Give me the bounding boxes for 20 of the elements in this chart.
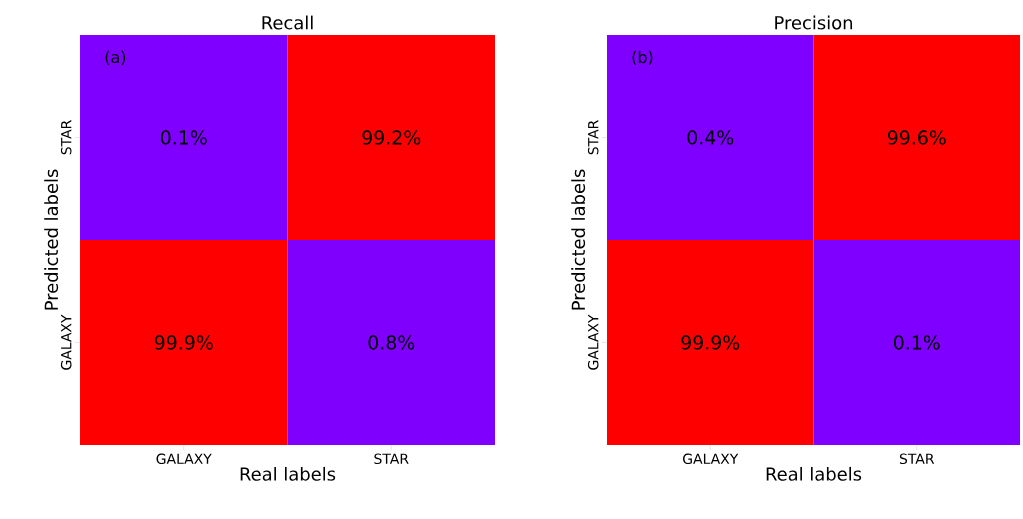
data-label: 99.6%: [887, 130, 946, 145]
x-tick-label: GALAXY: [683, 453, 739, 465]
data-label: 99.9%: [681, 335, 740, 350]
chart-title: Precision: [775, 15, 853, 30]
data-label: 0.1%: [893, 335, 940, 350]
data-label: 0.8%: [368, 335, 415, 350]
annotation: (a): [105, 50, 126, 65]
data-label: 0.1%: [160, 130, 207, 145]
y-axis-title: Predicted labels: [44, 169, 59, 310]
y-axis-title: Predicted labels: [571, 169, 586, 310]
x-tick-label: STAR: [374, 453, 409, 465]
x-tick-label: STAR: [899, 453, 935, 465]
x-tick-label: GALAXY: [156, 453, 212, 465]
chart-title: Recall: [262, 15, 313, 30]
x-axis-title: Real labels: [240, 466, 336, 481]
data-label: 99.2%: [362, 130, 421, 145]
data-label: 99.9%: [154, 335, 213, 350]
data-label: 0.4%: [687, 130, 734, 145]
x-axis-title: Real labels: [766, 466, 862, 481]
annotation: (b): [632, 50, 653, 66]
